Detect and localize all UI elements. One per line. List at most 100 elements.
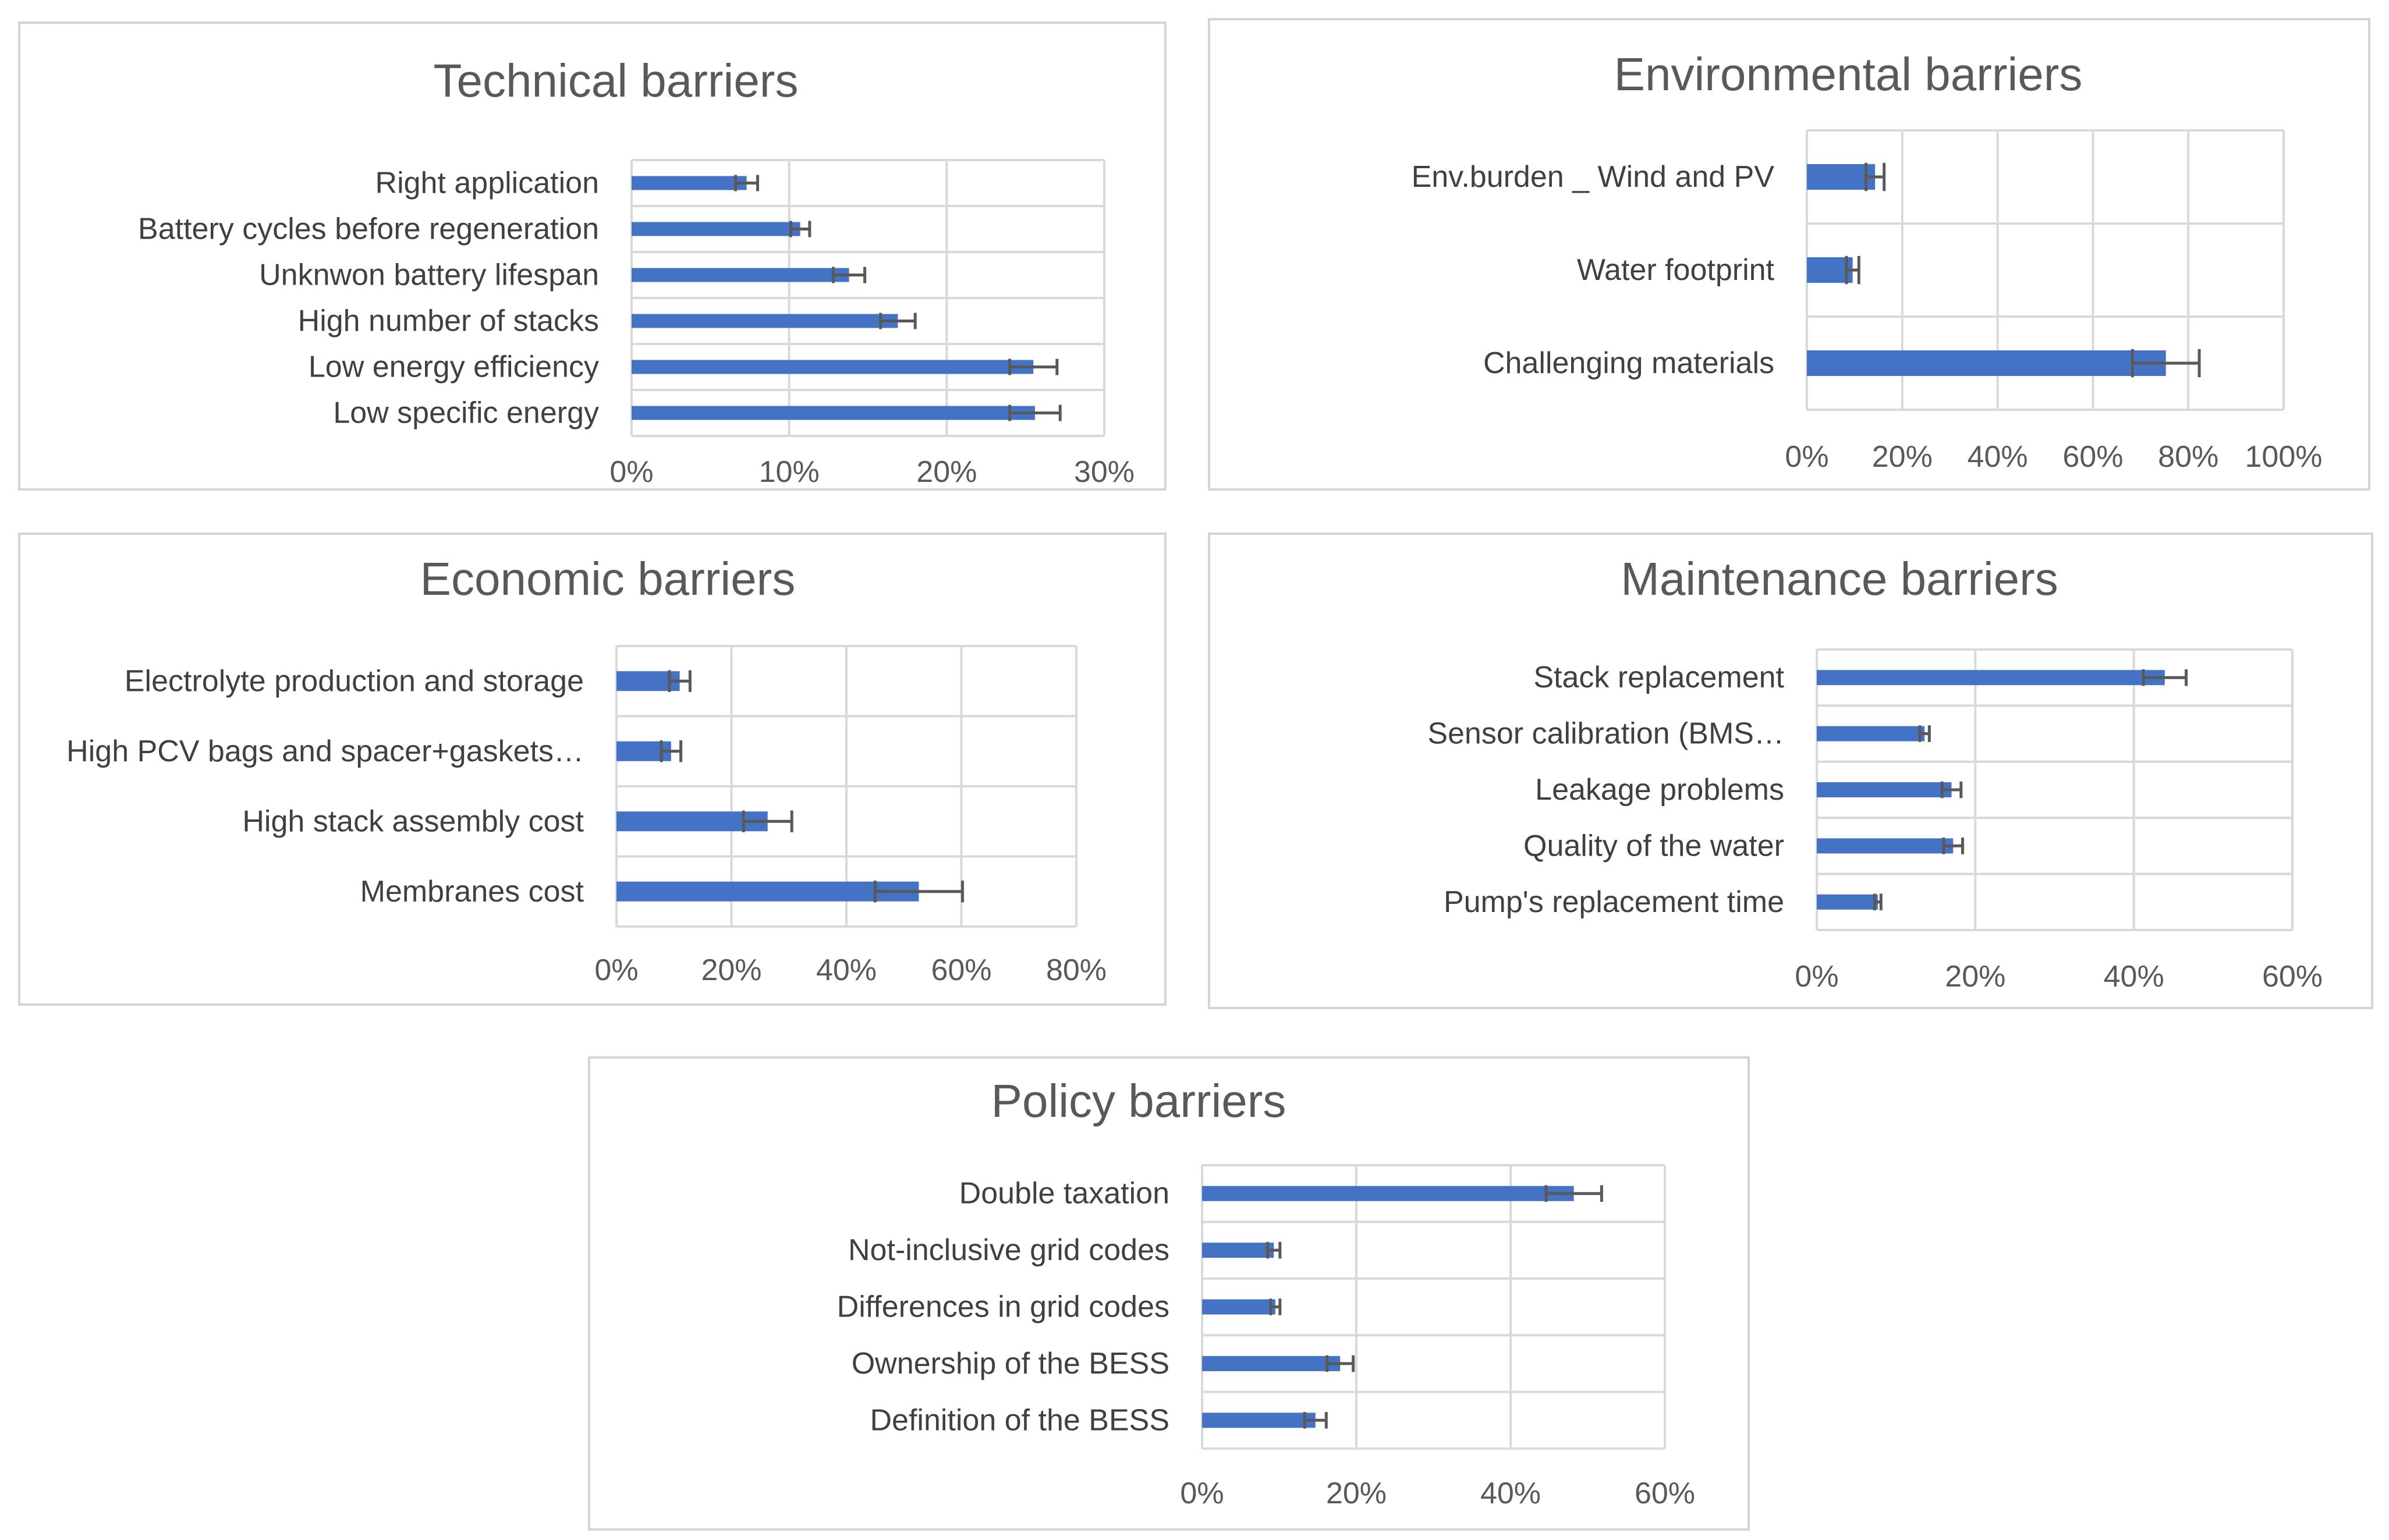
technical-barriers-plot: Technical barriers Right application Batte… (138, 55, 1135, 488)
bar (1202, 1356, 1341, 1371)
error-bar (1008, 359, 1059, 375)
bar (632, 314, 898, 328)
x-tick-label: 40% (2104, 960, 2164, 993)
category-label: Quality of the water (1523, 829, 1784, 863)
error-bar (1865, 162, 1886, 191)
bar (632, 176, 747, 190)
error-bar (789, 221, 811, 237)
error-bar (660, 740, 683, 762)
category-label: Right application (375, 166, 599, 200)
category-label: Stack replacement (1533, 661, 1784, 694)
error-bar (1266, 1241, 1282, 1259)
error-bar (1544, 1185, 1603, 1202)
chart-title: Environmental barriers (1614, 48, 2083, 100)
error-bar (734, 175, 760, 191)
x-tick-label: 0% (1180, 1477, 1224, 1510)
policy-barriers-plot: Policy barriers Double taxation Not-inclus… (837, 1075, 1695, 1510)
environmental-barriers-plot: Environmental barriers Env.burden _ Wind … (1412, 48, 2323, 474)
bar (1817, 670, 2165, 686)
x-tick-label: 40% (1480, 1477, 1541, 1510)
x-tick-label: 20% (701, 953, 761, 987)
maintenance-barriers-plot: Maintenance barriers Stack replacement Sen… (1427, 553, 2323, 993)
x-tick-label: 0% (609, 455, 653, 488)
x-tick-label: 100% (2245, 440, 2323, 474)
environmental-barriers-chart: Environmental barriers Env.burden _ Wind … (1208, 18, 2370, 491)
error-bar (1873, 893, 1883, 911)
error-bar (1303, 1412, 1328, 1429)
chart-title: Economic barriers (420, 553, 796, 605)
bar (1807, 164, 1876, 190)
x-tick-label: 60% (2062, 440, 2123, 474)
category-label: Differences in grid codes (837, 1290, 1169, 1324)
x-tick-label: 0% (1795, 960, 1838, 993)
bar (632, 406, 1035, 420)
bar (1817, 726, 1925, 741)
bar (632, 360, 1034, 374)
category-label: High number of stacks (298, 304, 599, 338)
x-tick-label: 40% (816, 953, 877, 987)
error-bar (1918, 725, 1931, 742)
error-bar (2131, 349, 2201, 378)
bar (632, 268, 849, 282)
category-label: Challenging materials (1483, 346, 1774, 380)
category-label: Low energy efficiency (309, 350, 599, 384)
category-label: Low specific energy (333, 396, 599, 430)
x-tick-label: 10% (759, 455, 820, 488)
bar (1817, 838, 1954, 854)
technical-barriers-chart: Technical barriers Right application Batte… (18, 22, 1167, 491)
x-tick-label: 20% (1872, 440, 1933, 474)
economic-barriers-chart: Economic barriers Electrolyte production … (18, 533, 1167, 1006)
x-tick-label: 20% (1945, 960, 2005, 993)
chart-title: Technical barriers (434, 55, 799, 107)
bar (616, 881, 919, 902)
category-label: Not-inclusive grid codes (848, 1233, 1169, 1267)
x-tick-label: 20% (916, 455, 977, 488)
category-label: Battery cycles before regeneration (138, 212, 599, 246)
category-label: Env.burden _ Wind and PV (1412, 160, 1775, 194)
category-label: Sensor calibration (BMS… (1427, 717, 1784, 751)
error-bar (1269, 1298, 1282, 1315)
policy-barriers-chart: Policy barriers Double taxation Not-inclus… (588, 1056, 1750, 1531)
error-bar (2142, 669, 2188, 686)
bar (1202, 1299, 1275, 1315)
error-bar (873, 881, 964, 903)
category-label: Double taxation (959, 1177, 1169, 1211)
bar (1202, 1186, 1574, 1201)
category-label: High stack assembly cost (242, 804, 584, 838)
x-tick-label: 20% (1326, 1477, 1387, 1510)
x-tick-label: 60% (931, 953, 991, 987)
category-label: Unknwon battery lifespan (259, 258, 599, 292)
error-bar (1008, 404, 1062, 421)
bar (1202, 1243, 1274, 1258)
error-bar (668, 670, 692, 692)
bar (632, 222, 800, 236)
category-label: Pump's replacement time (1444, 885, 1784, 919)
error-bar (1942, 838, 1965, 854)
category-label: Electrolyte production and storage (125, 664, 584, 698)
bar (1807, 350, 2166, 376)
category-label: Water footprint (1577, 253, 1775, 287)
x-tick-label: 60% (1635, 1477, 1695, 1510)
error-bar (831, 267, 867, 283)
x-tick-label: 30% (1074, 455, 1135, 488)
bar (1817, 782, 1952, 797)
error-bar (1325, 1355, 1355, 1372)
x-tick-label: 0% (1785, 440, 1828, 474)
x-tick-label: 80% (1046, 953, 1107, 987)
category-label: Membranes cost (360, 875, 584, 909)
error-bar (1940, 781, 1963, 799)
category-label: High PCV bags and spacer+gaskets… (66, 734, 584, 768)
x-tick-label: 80% (2158, 440, 2218, 474)
x-tick-label: 60% (2262, 960, 2323, 993)
chart-title: Policy barriers (991, 1075, 1286, 1127)
maintenance-barriers-chart: Maintenance barriers Stack replacement Sen… (1208, 533, 2373, 1009)
error-bar (879, 313, 917, 329)
category-label: Definition of the BESS (870, 1403, 1169, 1437)
bar (1202, 1413, 1316, 1428)
category-label: Ownership of the BESS (852, 1347, 1169, 1381)
bar (1817, 894, 1878, 910)
category-label: Leakage problems (1535, 773, 1784, 807)
x-tick-label: 40% (1968, 440, 2028, 474)
error-bar (1845, 256, 1860, 285)
x-tick-label: 0% (594, 953, 638, 987)
